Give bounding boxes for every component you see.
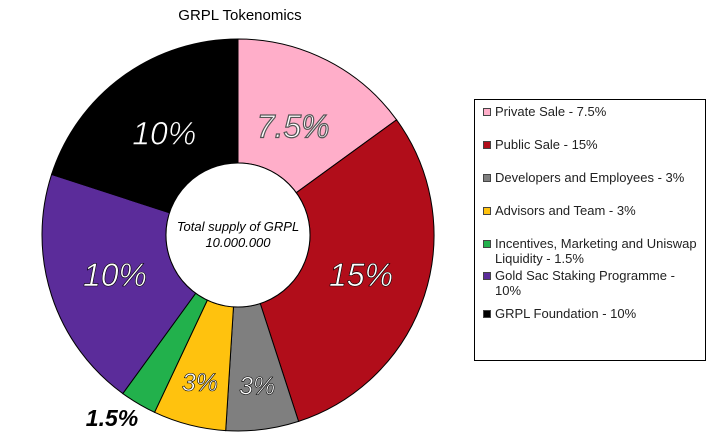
legend: Private Sale - 7.5% Public Sale - 15% Deve…: [474, 99, 706, 361]
legend-item-2: Public Sale - 15%: [483, 137, 699, 152]
legend-swatch-2: [483, 141, 491, 149]
legend-item-5: Incentives, Marketing and Uniswap Liquid…: [483, 236, 699, 266]
legend-label-2: Public Sale - 15%: [495, 137, 598, 152]
pie-chart: Total supply of GRPL 10.000.000 7.5% 15% 3…: [41, 38, 435, 432]
legend-swatch-4: [483, 207, 491, 215]
legend-label-3: Developers and Employees - 3%: [495, 170, 685, 185]
slice-data-label-3: 3%: [239, 373, 275, 401]
slice-data-label-4: 3%: [182, 369, 218, 397]
slice-data-label-6: 10%: [83, 257, 147, 293]
legend-label-7: GRPL Foundation - 10%: [495, 306, 637, 321]
legend-item-3: Developers and Employees - 3%: [483, 170, 699, 185]
legend-item-4: Advisors and Team - 3%: [483, 203, 699, 218]
legend-swatch-1: [483, 108, 491, 116]
slice-data-label-1: 7.5%: [257, 109, 330, 145]
slice-data-label-7: 10%: [132, 116, 196, 152]
center-label-line-1: Total supply of GRPL: [177, 219, 299, 234]
legend-label-1: Private Sale - 7.5%: [495, 104, 607, 119]
chart-title: GRPL Tokenomics: [178, 7, 302, 24]
legend-swatch-7: [483, 310, 491, 318]
center-hole: [165, 162, 311, 308]
legend-swatch-5: [483, 240, 491, 248]
slice-data-label-2: 15%: [329, 257, 393, 293]
legend-label-6: Gold Sac Staking Programme - 10%: [495, 268, 675, 298]
slice-data-label-5: 1.5%: [86, 405, 138, 431]
legend-swatch-6: [483, 272, 491, 280]
legend-item-7: GRPL Foundation - 10%: [483, 306, 699, 321]
center-label-line-2: 10.000.000: [205, 235, 271, 250]
legend-label-4: Advisors and Team - 3%: [495, 203, 636, 218]
legend-item-1: Private Sale - 7.5%: [483, 104, 699, 119]
legend-swatch-3: [483, 174, 491, 182]
legend-label-5: Incentives, Marketing and Uniswap Liquid…: [495, 236, 697, 266]
legend-item-6: Gold Sac Staking Programme - 10%: [483, 268, 699, 298]
